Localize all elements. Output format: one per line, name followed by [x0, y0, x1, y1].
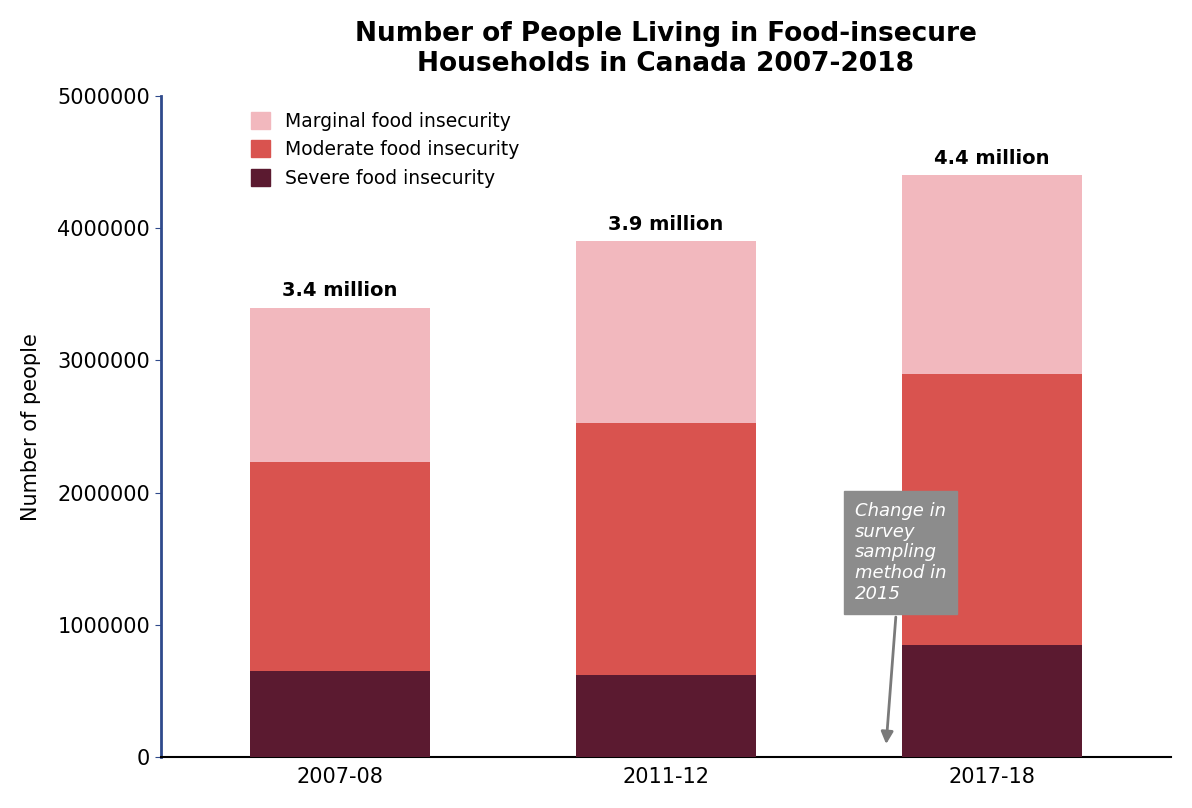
Bar — [576, 423, 756, 675]
Bar — [250, 671, 429, 757]
Text: 3.4 million: 3.4 million — [283, 281, 398, 301]
Bar — [576, 242, 756, 423]
Title: Number of People Living in Food-insecure
Households in Canada 2007-2018: Number of People Living in Food-insecure… — [355, 21, 977, 77]
Bar — [902, 645, 1081, 757]
Bar — [902, 374, 1081, 645]
Bar — [250, 308, 429, 462]
Y-axis label: Number of people: Number of people — [20, 333, 41, 520]
Text: Change in
survey
sampling
method in
2015: Change in survey sampling method in 2015 — [855, 502, 946, 741]
Legend: Marginal food insecurity, Moderate food insecurity, Severe food insecurity: Marginal food insecurity, Moderate food … — [250, 112, 519, 187]
Text: 4.4 million: 4.4 million — [935, 149, 1050, 168]
Bar — [250, 462, 429, 671]
Text: 3.9 million: 3.9 million — [608, 215, 724, 234]
Bar — [576, 675, 756, 757]
Bar — [902, 175, 1081, 374]
